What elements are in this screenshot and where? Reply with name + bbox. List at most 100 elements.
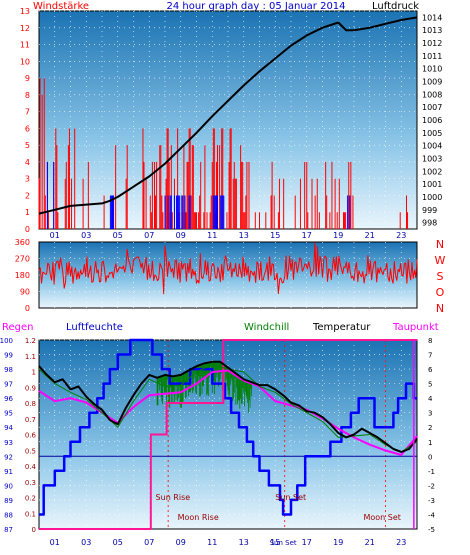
chart-title: 24 hour graph day : 05 Januar 2014 bbox=[166, 1, 345, 12]
direction-tick-label: 90 bbox=[20, 288, 30, 297]
temperature-tick-label: 4 bbox=[428, 395, 433, 403]
wind-tick-label: 13 bbox=[20, 7, 30, 16]
pressure-tick-label: 1006 bbox=[422, 116, 442, 125]
windchill-line bbox=[38, 364, 418, 453]
humidity-tick-label: 94 bbox=[4, 424, 13, 432]
compass-label: N bbox=[436, 302, 444, 315]
wind-tick-label: 6 bbox=[25, 124, 30, 133]
humidity-tick-label: 89 bbox=[4, 497, 13, 505]
x-tick-label: 17 bbox=[302, 538, 312, 547]
humidity-tick-label: 97 bbox=[4, 381, 13, 389]
rain-tick-label: 0.4 bbox=[25, 463, 37, 471]
sun-rise-label: Sun Rise bbox=[156, 493, 191, 502]
x-tick-label: 03 bbox=[81, 538, 91, 547]
axis-labels: 0123456789101112139989991000100110021003… bbox=[0, 7, 446, 547]
wind-label: Windstärke bbox=[33, 1, 89, 12]
compass-label: N bbox=[436, 238, 444, 251]
pressure-tick-label: 1012 bbox=[422, 39, 442, 48]
x-tick-label: 07 bbox=[144, 231, 154, 240]
x-tick-label: 17 bbox=[302, 231, 312, 240]
rain-tick-label: 0.1 bbox=[25, 510, 36, 518]
rain-tick-label: 0.2 bbox=[25, 495, 36, 503]
rain-tick-label: 0.5 bbox=[25, 447, 36, 455]
humidity-tick-label: 100 bbox=[0, 337, 13, 345]
temperature-tick-label: 2 bbox=[428, 424, 432, 432]
pressure-tick-label: 1002 bbox=[422, 167, 442, 176]
temperature-tick-label: 1 bbox=[428, 439, 432, 447]
humidity-tick-label: 90 bbox=[4, 482, 13, 490]
x-tick-label: 01 bbox=[50, 231, 60, 240]
pressure-tick-label: 1000 bbox=[422, 193, 442, 202]
x-tick-label: 19 bbox=[333, 231, 343, 240]
rain-tick-label: 0.8 bbox=[25, 400, 36, 408]
temperature-tick-label: -4 bbox=[428, 511, 436, 519]
rain-line bbox=[39, 339, 417, 530]
moon-rise-label: Moon Rise bbox=[178, 513, 219, 522]
x-tick-label: 21 bbox=[365, 538, 375, 547]
compass-label: S bbox=[437, 270, 444, 283]
temperature-tick-label: 6 bbox=[428, 366, 433, 374]
x-tick-label: 07 bbox=[144, 538, 154, 547]
x-tick-label: 11 bbox=[207, 231, 217, 240]
rain-tick-label: 0.9 bbox=[25, 384, 36, 392]
rain-label: Regen bbox=[2, 322, 34, 333]
rain-tick-label: 0 bbox=[32, 526, 36, 534]
wind-tick-label: 0 bbox=[25, 225, 30, 234]
sun-set-label: Sun Set bbox=[275, 493, 306, 502]
temperature-line bbox=[38, 360, 418, 453]
x-tick-label: 05 bbox=[113, 231, 123, 240]
direction-tick-label: 0 bbox=[25, 304, 30, 313]
wind-tick-label: 5 bbox=[25, 141, 30, 150]
pressure-tick-label: 1001 bbox=[422, 180, 442, 189]
temperature-tick-label: 0 bbox=[428, 453, 432, 461]
wind-tick-label: 9 bbox=[25, 74, 30, 83]
pressure-tick-label: 1009 bbox=[422, 78, 442, 87]
x-tick-label: 15 bbox=[270, 538, 280, 547]
x-tick-label: 21 bbox=[365, 231, 375, 240]
temperature-tick-label: 7 bbox=[428, 352, 432, 360]
wind-panel bbox=[38, 10, 418, 230]
direction-line bbox=[38, 242, 418, 295]
pressure-tick-label: 999 bbox=[422, 206, 437, 215]
temperature-tick-label: 8 bbox=[428, 337, 432, 345]
direction-tick-label: 360 bbox=[15, 238, 30, 247]
temperature-tick-label: -1 bbox=[428, 468, 435, 476]
humidity-line bbox=[39, 338, 417, 516]
moon-set-label: Moon Set bbox=[363, 513, 400, 522]
rain-tick-label: 1.2 bbox=[25, 337, 36, 345]
rain-tick-label: 1 bbox=[32, 369, 36, 377]
wind-tick-label: 2 bbox=[25, 191, 30, 200]
x-tick-label: 13 bbox=[239, 538, 249, 547]
humidity-tick-label: 98 bbox=[4, 366, 13, 374]
x-tick-label: 13 bbox=[239, 231, 249, 240]
x-tick-label: 23 bbox=[396, 538, 406, 547]
pressure-tick-label: 1014 bbox=[422, 13, 442, 22]
compass-label: W bbox=[435, 254, 446, 267]
x-tick-label: 23 bbox=[396, 231, 406, 240]
pressure-tick-label: 1010 bbox=[422, 65, 442, 74]
x-tick-label: 15 bbox=[270, 231, 280, 240]
pressure-line bbox=[38, 16, 418, 215]
wind-tick-label: 7 bbox=[25, 108, 30, 117]
temperature-label: Temperatur bbox=[312, 322, 371, 333]
compass-label: O bbox=[436, 286, 445, 299]
humidity-tick-label: 87 bbox=[4, 526, 13, 534]
data-series bbox=[38, 16, 418, 530]
wind-tick-label: 4 bbox=[25, 158, 30, 167]
wind-tick-label: 3 bbox=[25, 175, 30, 184]
x-tick-label: 05 bbox=[113, 538, 123, 547]
wind-tick-label: 12 bbox=[20, 24, 30, 33]
pressure-tick-label: 1003 bbox=[422, 154, 442, 163]
dewpoint-label: Taupunkt bbox=[392, 322, 439, 333]
pressure-tick-label: 998 bbox=[422, 219, 437, 228]
humidity-label: Luftfeuchte bbox=[66, 322, 123, 333]
pressure-tick-label: 1004 bbox=[422, 142, 442, 151]
temperature-tick-label: 3 bbox=[428, 410, 432, 418]
sun-set-axis-label: Sun Set bbox=[270, 539, 297, 547]
humidity-tick-label: 92 bbox=[4, 453, 13, 461]
windchill-label: Windchill bbox=[244, 322, 289, 333]
x-tick-label: 01 bbox=[50, 538, 60, 547]
x-tick-label: 09 bbox=[176, 231, 186, 240]
pressure-tick-label: 1011 bbox=[422, 52, 442, 61]
